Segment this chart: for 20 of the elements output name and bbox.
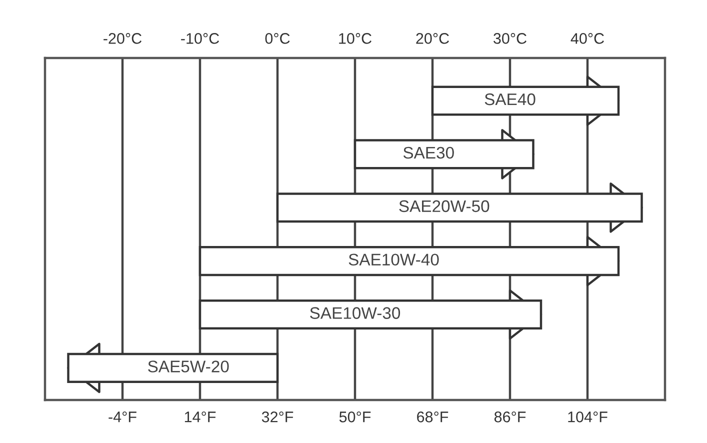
y-tick-label: SAE30 bbox=[403, 146, 454, 159]
x2-tick-label: 14°F bbox=[184, 412, 216, 422]
y-tick-label: SAE5W-20 bbox=[148, 360, 229, 372]
x-tick-label: 10°C bbox=[339, 33, 372, 44]
x2-tick-label: 50°F bbox=[339, 412, 371, 422]
x2-tick-label: 104°F bbox=[568, 412, 608, 422]
x2-tick-label: 86°F bbox=[494, 412, 526, 422]
x-tick-label: -20°C bbox=[104, 33, 142, 44]
x-tick-label: 20°C bbox=[416, 33, 449, 44]
x-tick-label: -10°C bbox=[181, 33, 220, 44]
y-tick-label: SAE10W-30 bbox=[310, 307, 400, 319]
y-tick-label: SAE20W-50 bbox=[399, 200, 490, 212]
x2-tick-label: 32°F bbox=[262, 412, 294, 422]
x-tick-label: 0°C bbox=[265, 33, 290, 44]
y-tick-label: SAE40 bbox=[484, 93, 536, 106]
x-tick-label: 40°C bbox=[570, 33, 604, 44]
x2-tick-label: -4°F bbox=[108, 412, 136, 422]
x-tick-label: 30°C bbox=[494, 33, 526, 44]
y-tick-label: SAE10W-40 bbox=[348, 254, 439, 266]
x2-tick-label: 68°F bbox=[417, 412, 448, 422]
